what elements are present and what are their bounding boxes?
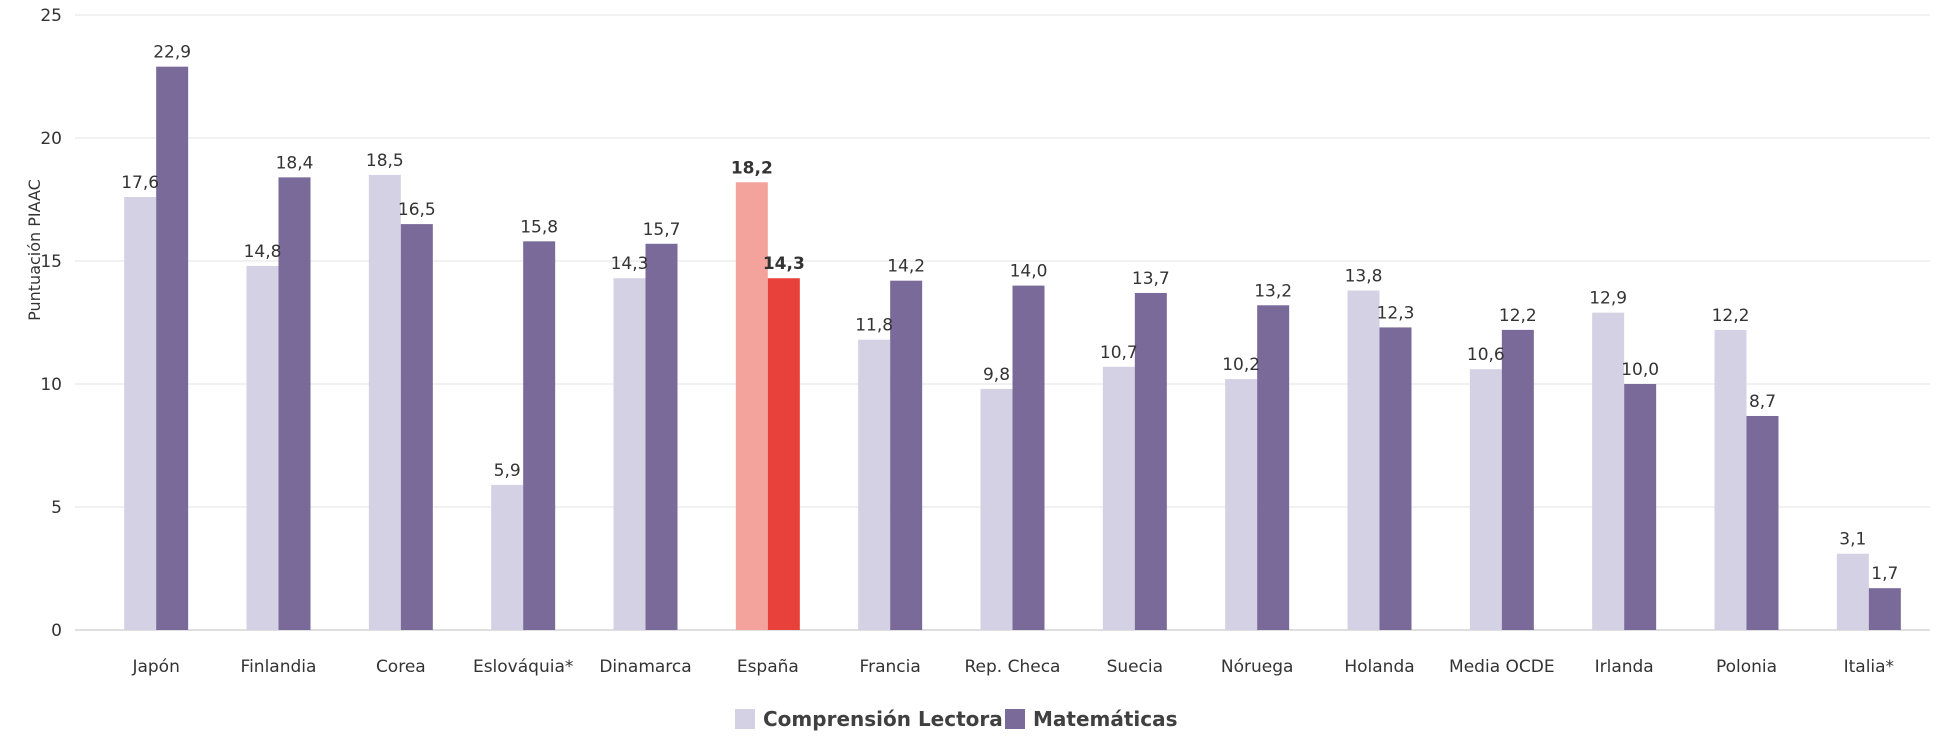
- y-tick-label-25: 25: [40, 6, 62, 26]
- x-tick-label-rep-checa: Rep. Checa: [965, 657, 1061, 677]
- legend: Comprensión Lectora Matemáticas: [735, 707, 1178, 731]
- bar-comprension-lectora-finlandia: [246, 265, 279, 630]
- legend-label-matematicas: Matemáticas: [1033, 707, 1178, 731]
- y-tick-label-0: 0: [51, 621, 62, 641]
- bar-matematicas-noruega: [1257, 305, 1290, 630]
- x-tick-label-corea: Corea: [376, 657, 426, 677]
- legend-label-comprension-lectora: Comprensión Lectora: [763, 707, 1003, 731]
- data-label-comprension-lectora-noruega: 10,2: [1222, 355, 1260, 375]
- bar-matematicas-eslovaquia: [523, 241, 556, 630]
- data-label-matematicas-corea: 16,5: [398, 200, 436, 220]
- data-label-matematicas-suecia: 13,7: [1132, 269, 1170, 289]
- data-label-comprension-lectora-francia: 11,8: [855, 316, 893, 336]
- data-label-comprension-lectora-suecia: 10,7: [1100, 343, 1138, 363]
- bar-matematicas-polonia: [1746, 415, 1779, 630]
- y-tick-label-15: 15: [40, 252, 62, 272]
- bar-matematicas-italia: [1868, 588, 1901, 630]
- bar-matematicas-dinamarca: [645, 243, 678, 630]
- x-tick-label-japon: Japón: [131, 657, 179, 677]
- data-label-matematicas-media-ocde: 12,2: [1499, 306, 1537, 326]
- x-tick-label-irlanda: Irlanda: [1595, 657, 1654, 677]
- bar-matematicas-media-ocde: [1501, 329, 1534, 630]
- bar-matematicas-japon: [156, 66, 189, 630]
- bar-comprension-lectora-polonia: [1714, 329, 1747, 630]
- bar-matematicas-holanda: [1379, 327, 1412, 630]
- data-label-matematicas-noruega: 13,2: [1254, 281, 1292, 301]
- data-label-comprension-lectora-corea: 18,5: [366, 151, 404, 171]
- x-tick-label-media-ocde: Media OCDE: [1449, 657, 1555, 677]
- bar-comprension-lectora-noruega: [1225, 379, 1258, 630]
- bar-matematicas-espana: [767, 278, 800, 630]
- bar-matematicas-francia: [890, 280, 923, 630]
- data-label-comprension-lectora-rep-checa: 9,8: [983, 365, 1010, 385]
- x-tick-label-francia: Francia: [860, 657, 921, 677]
- bar-comprension-lectora-eslovaquia: [491, 484, 524, 630]
- x-tick-label-polonia: Polonia: [1716, 657, 1777, 677]
- x-tick-label-holanda: Holanda: [1344, 657, 1414, 677]
- data-label-comprension-lectora-irlanda: 12,9: [1589, 289, 1627, 309]
- y-axis-label: Puntuación PIAAC: [25, 179, 44, 321]
- bar-matematicas-rep-checa: [1012, 285, 1045, 630]
- x-axis-categories: Japón Finlandia Corea Eslováquia* Dinamarca E…: [131, 657, 1894, 677]
- data-label-matematicas-holanda: 12,3: [1377, 303, 1415, 323]
- bar-comprension-lectora-corea: [368, 174, 401, 630]
- data-label-matematicas-francia: 14,2: [887, 257, 925, 277]
- data-label-comprension-lectora-holanda: 13,8: [1345, 267, 1383, 287]
- data-label-comprension-lectora-espana: 18,2: [731, 158, 773, 178]
- data-label-comprension-lectora-japon: 17,6: [121, 173, 159, 193]
- data-label-matematicas-finlandia: 18,4: [276, 153, 314, 173]
- bar-comprension-lectora-italia: [1836, 553, 1869, 630]
- data-label-comprension-lectora-finlandia: 14,8: [244, 242, 282, 262]
- data-label-matematicas-eslovaquia: 15,8: [520, 217, 558, 237]
- bar-comprension-lectora-dinamarca: [613, 278, 646, 630]
- x-tick-label-dinamarca: Dinamarca: [599, 657, 691, 677]
- data-label-comprension-lectora-media-ocde: 10,6: [1467, 345, 1505, 365]
- bar-matematicas-irlanda: [1624, 384, 1657, 630]
- data-label-comprension-lectora-dinamarca: 14,3: [611, 254, 649, 274]
- bar-comprension-lectora-media-ocde: [1469, 369, 1502, 630]
- y-axis-ticks: 0 5 10 15 20 25: [40, 6, 62, 641]
- data-label-matematicas-espana: 14,3: [763, 254, 805, 274]
- x-tick-label-espana: España: [737, 657, 799, 677]
- bar-matematicas-corea: [400, 224, 433, 630]
- legend-swatch-comprension-lectora: [735, 709, 755, 729]
- bar-comprension-lectora-rep-checa: [980, 388, 1013, 630]
- data-label-matematicas-dinamarca: 15,7: [643, 220, 681, 240]
- data-label-matematicas-rep-checa: 14,0: [1010, 262, 1048, 282]
- bar-comprension-lectora-holanda: [1347, 290, 1380, 630]
- x-tick-label-eslovaquia: Eslováquia*: [473, 657, 573, 677]
- bar-comprension-lectora-suecia: [1102, 366, 1135, 630]
- x-tick-label-noruega: Nóruega: [1221, 657, 1294, 677]
- data-label-comprension-lectora-eslovaquia: 5,9: [494, 461, 521, 481]
- y-tick-label-10: 10: [40, 375, 62, 395]
- bar-matematicas-finlandia: [278, 177, 311, 631]
- bar-comprension-lectora-japon: [124, 197, 157, 631]
- legend-swatch-matematicas: [1005, 709, 1025, 729]
- data-labels: 17,6 22,9 14,8 18,4 18,5 16,5 5,9 15,8 14,3 15,7 1…: [121, 43, 1898, 585]
- data-label-matematicas-irlanda: 10,0: [1621, 360, 1659, 380]
- bar-comprension-lectora-francia: [858, 339, 891, 630]
- bar-comprension-lectora-espana: [735, 182, 768, 630]
- y-tick-label-20: 20: [40, 129, 62, 149]
- bar-comprension-lectora-irlanda: [1592, 312, 1625, 630]
- x-tick-label-italia: Italia*: [1844, 657, 1894, 677]
- x-tick-label-finlandia: Finlandia: [241, 657, 317, 677]
- data-label-matematicas-polonia: 8,7: [1749, 392, 1776, 412]
- data-label-comprension-lectora-italia: 3,1: [1839, 530, 1866, 550]
- data-label-matematicas-italia: 1,7: [1871, 564, 1898, 584]
- y-tick-label-5: 5: [51, 498, 62, 518]
- data-label-matematicas-japon: 22,9: [153, 43, 191, 63]
- bar-matematicas-suecia: [1134, 292, 1167, 630]
- data-label-comprension-lectora-polonia: 12,2: [1712, 306, 1750, 326]
- x-tick-label-suecia: Suecia: [1107, 657, 1164, 677]
- bars: [124, 66, 1901, 631]
